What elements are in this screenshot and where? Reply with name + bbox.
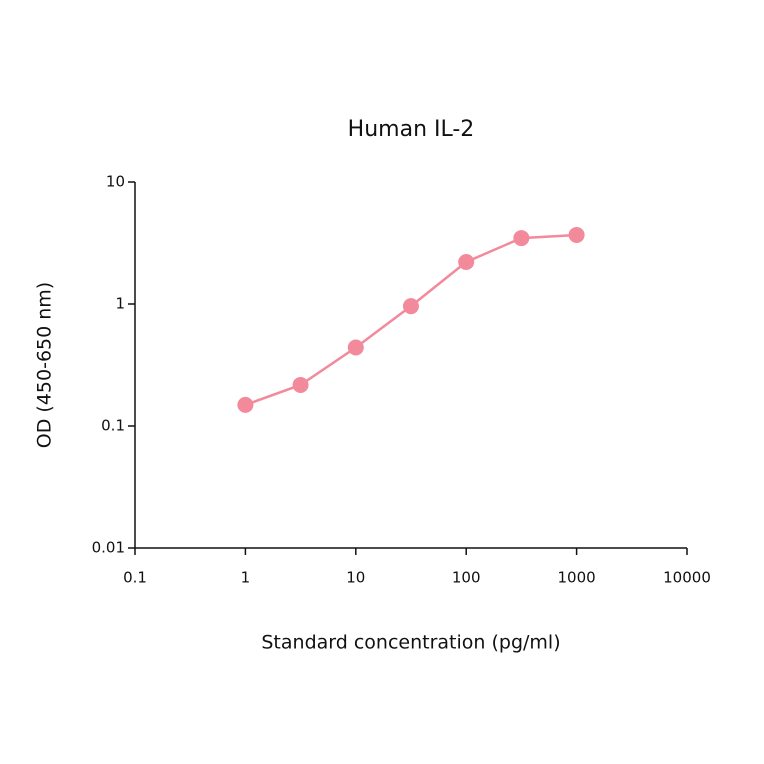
- x-tick-label: 10000: [663, 569, 711, 587]
- x-tick-label: 100: [452, 569, 481, 587]
- data-point: [513, 230, 530, 247]
- x-tick-label: 10: [346, 569, 365, 587]
- x-tick-label: 1000: [558, 569, 596, 587]
- y-tick-label: 1: [115, 295, 125, 313]
- x-tick-label: 0.1: [123, 569, 147, 587]
- y-tick-label: 0.01: [92, 539, 125, 557]
- data-point: [347, 339, 364, 356]
- y-tick-label: 0.1: [101, 417, 125, 435]
- chart-title: Human IL-2: [348, 117, 475, 142]
- x-tick-label: 1: [241, 569, 251, 587]
- y-tick-label: 10: [106, 173, 125, 191]
- x-axis-label: Standard concentration (pg/ml): [261, 632, 560, 654]
- data-point: [237, 396, 254, 413]
- data-point: [458, 253, 475, 270]
- data-point: [402, 298, 419, 315]
- data-point: [292, 376, 309, 393]
- y-axis-label: OD (450-650 nm): [34, 282, 56, 448]
- data-point: [568, 226, 585, 243]
